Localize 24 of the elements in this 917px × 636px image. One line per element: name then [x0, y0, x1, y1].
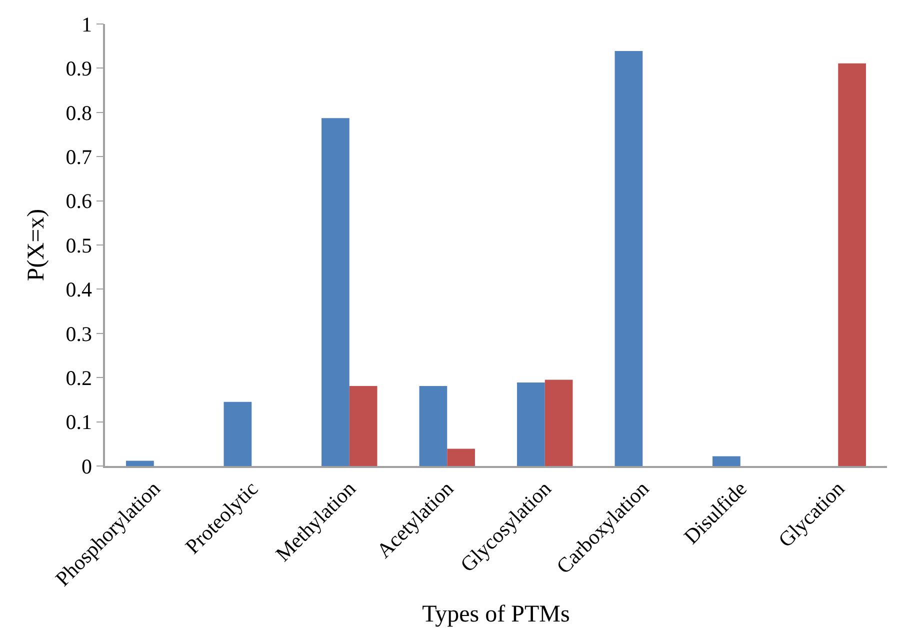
y-tick-label: 0.9	[66, 56, 92, 81]
bar	[447, 448, 475, 466]
bar	[517, 382, 545, 466]
y-tick-label: 0.6	[66, 189, 92, 214]
y-tick-label: 0.1	[66, 410, 92, 434]
bar	[544, 380, 573, 466]
bar	[419, 386, 448, 466]
bar	[224, 402, 252, 466]
y-tick-label: 0.3	[66, 322, 92, 346]
y-tick-label: 0.7	[66, 144, 92, 169]
bar	[322, 118, 350, 466]
y-axis-title: P(X=x)	[23, 208, 50, 282]
bar	[712, 456, 740, 466]
y-tick-label: 0.8	[66, 100, 92, 125]
bar	[838, 63, 866, 466]
y-tick-label: 0.4	[66, 278, 93, 302]
y-tick-label: 1	[82, 12, 92, 36]
y-tick-label: 0	[82, 454, 92, 478]
bar	[349, 386, 378, 466]
bar	[614, 50, 643, 466]
x-axis-title: Types of PTMs	[422, 602, 570, 628]
y-tick-label: 0.5	[66, 233, 92, 258]
bar	[126, 460, 154, 466]
y-tick-label: 0.2	[66, 366, 92, 390]
